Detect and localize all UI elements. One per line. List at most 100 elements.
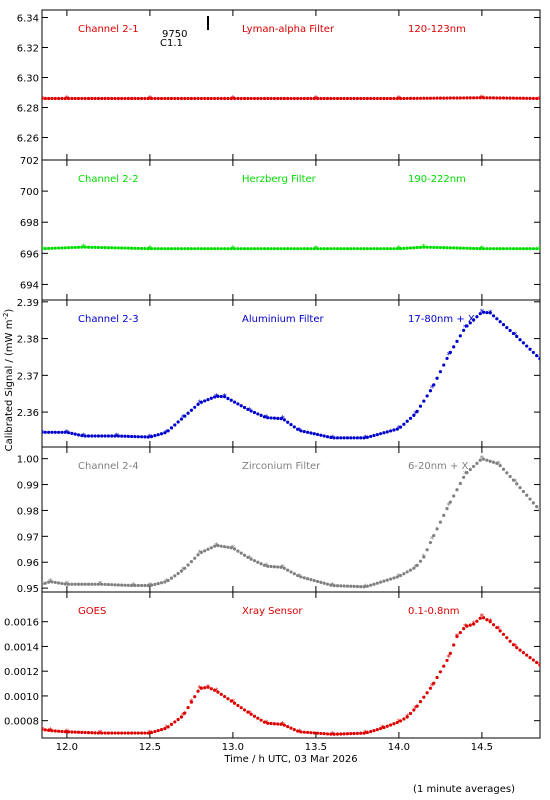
curve-point (246, 555, 250, 559)
curve-point (242, 553, 247, 557)
curve-point (96, 582, 101, 586)
y-tick-label: 0.0016 (4, 618, 39, 629)
curve-point (315, 247, 320, 251)
curve-point (80, 434, 84, 438)
curve-point (63, 96, 67, 101)
curve-point (302, 576, 306, 580)
x-tick-label: 14.5 (471, 742, 493, 753)
curve-point (462, 627, 466, 631)
curve-point (133, 96, 137, 101)
series-points: ************************* (40, 308, 540, 444)
curve-point (156, 728, 160, 733)
curve-point (169, 722, 174, 726)
curve-point (50, 246, 54, 250)
curve-point (206, 547, 210, 551)
curve-point (140, 96, 144, 101)
series-points: ******************************** (42, 613, 540, 739)
curve-point (116, 96, 120, 101)
curve-point (495, 96, 499, 100)
curve-point (70, 96, 74, 101)
curve-point (252, 247, 257, 251)
curve-point (203, 399, 207, 403)
curve-point (306, 730, 310, 735)
data-point: * (413, 704, 418, 714)
curve-point (249, 557, 253, 561)
curve-point (501, 467, 506, 471)
curve-point (392, 722, 396, 726)
curve-point (116, 434, 120, 438)
curve-point (468, 467, 472, 472)
curve-point (53, 96, 57, 101)
curve-point (103, 731, 107, 735)
curve-point (136, 246, 140, 250)
curve-point (312, 578, 316, 583)
curve-point (488, 459, 492, 463)
y-tick-label: 696 (20, 249, 39, 260)
y-tick-label: 1.00 (17, 455, 39, 466)
curve-point (508, 639, 512, 643)
y-tick-label: 0.98 (17, 506, 39, 517)
curve-point (179, 569, 184, 573)
curve-point (130, 96, 134, 101)
data-point: * (463, 324, 468, 334)
data-point: * (40, 95, 45, 105)
curve-point (345, 247, 350, 251)
curve-point (83, 434, 87, 438)
curve-point (120, 731, 124, 735)
curve-point (269, 416, 273, 420)
curve-point (501, 96, 506, 100)
curve-point (442, 513, 446, 517)
curve-point (289, 726, 293, 730)
curve-point (249, 712, 253, 716)
curve-point (528, 247, 532, 251)
curve-point (432, 533, 436, 538)
curve-point (47, 246, 51, 251)
curve-point (203, 549, 207, 553)
data-point: * (40, 428, 45, 438)
data-point: * (148, 729, 153, 739)
curve-point (405, 715, 409, 719)
curve-point (90, 731, 94, 735)
curve-point (455, 488, 459, 492)
curve-point (70, 431, 74, 436)
curve-point (296, 247, 300, 251)
panel-label-1: Channel 2-4 (78, 461, 139, 472)
curve-point (515, 247, 519, 251)
event-marker-label-top: 9750 (162, 29, 187, 40)
curve-point (116, 583, 120, 587)
panel-3: 2.362.372.382.39************************… (17, 298, 541, 448)
curve-point (66, 582, 71, 586)
curve-point (193, 556, 197, 560)
curve-point (42, 727, 44, 731)
curve-point (96, 245, 101, 250)
data-point: * (114, 432, 119, 442)
curve-point (372, 728, 376, 733)
curve-point (126, 96, 130, 101)
curve-point (176, 96, 180, 101)
curve-point (262, 720, 267, 724)
curve-point (405, 570, 409, 574)
curve-point (352, 247, 356, 251)
curve-point (83, 730, 87, 735)
curve-point (521, 247, 526, 251)
data-point: * (164, 428, 169, 438)
curve-point (153, 729, 157, 734)
panel-label-3: 0.1-0.8nm (408, 606, 460, 617)
curve-point (229, 398, 233, 402)
curve-point (422, 555, 426, 559)
curve-point (445, 658, 449, 663)
curve-point (501, 247, 506, 251)
curve-point (140, 435, 144, 439)
curve-point (306, 247, 310, 251)
curve-point (146, 435, 150, 439)
curve-point (76, 96, 81, 101)
curve-point (335, 732, 340, 736)
x-axis-label: Time / h UTC, 03 Mar 2026 (223, 754, 357, 765)
curve-point (408, 246, 413, 250)
curve-point (276, 565, 280, 569)
curve-point (325, 582, 330, 586)
curve-point (292, 96, 296, 101)
curve-point (143, 435, 147, 439)
curve-point (329, 96, 333, 101)
